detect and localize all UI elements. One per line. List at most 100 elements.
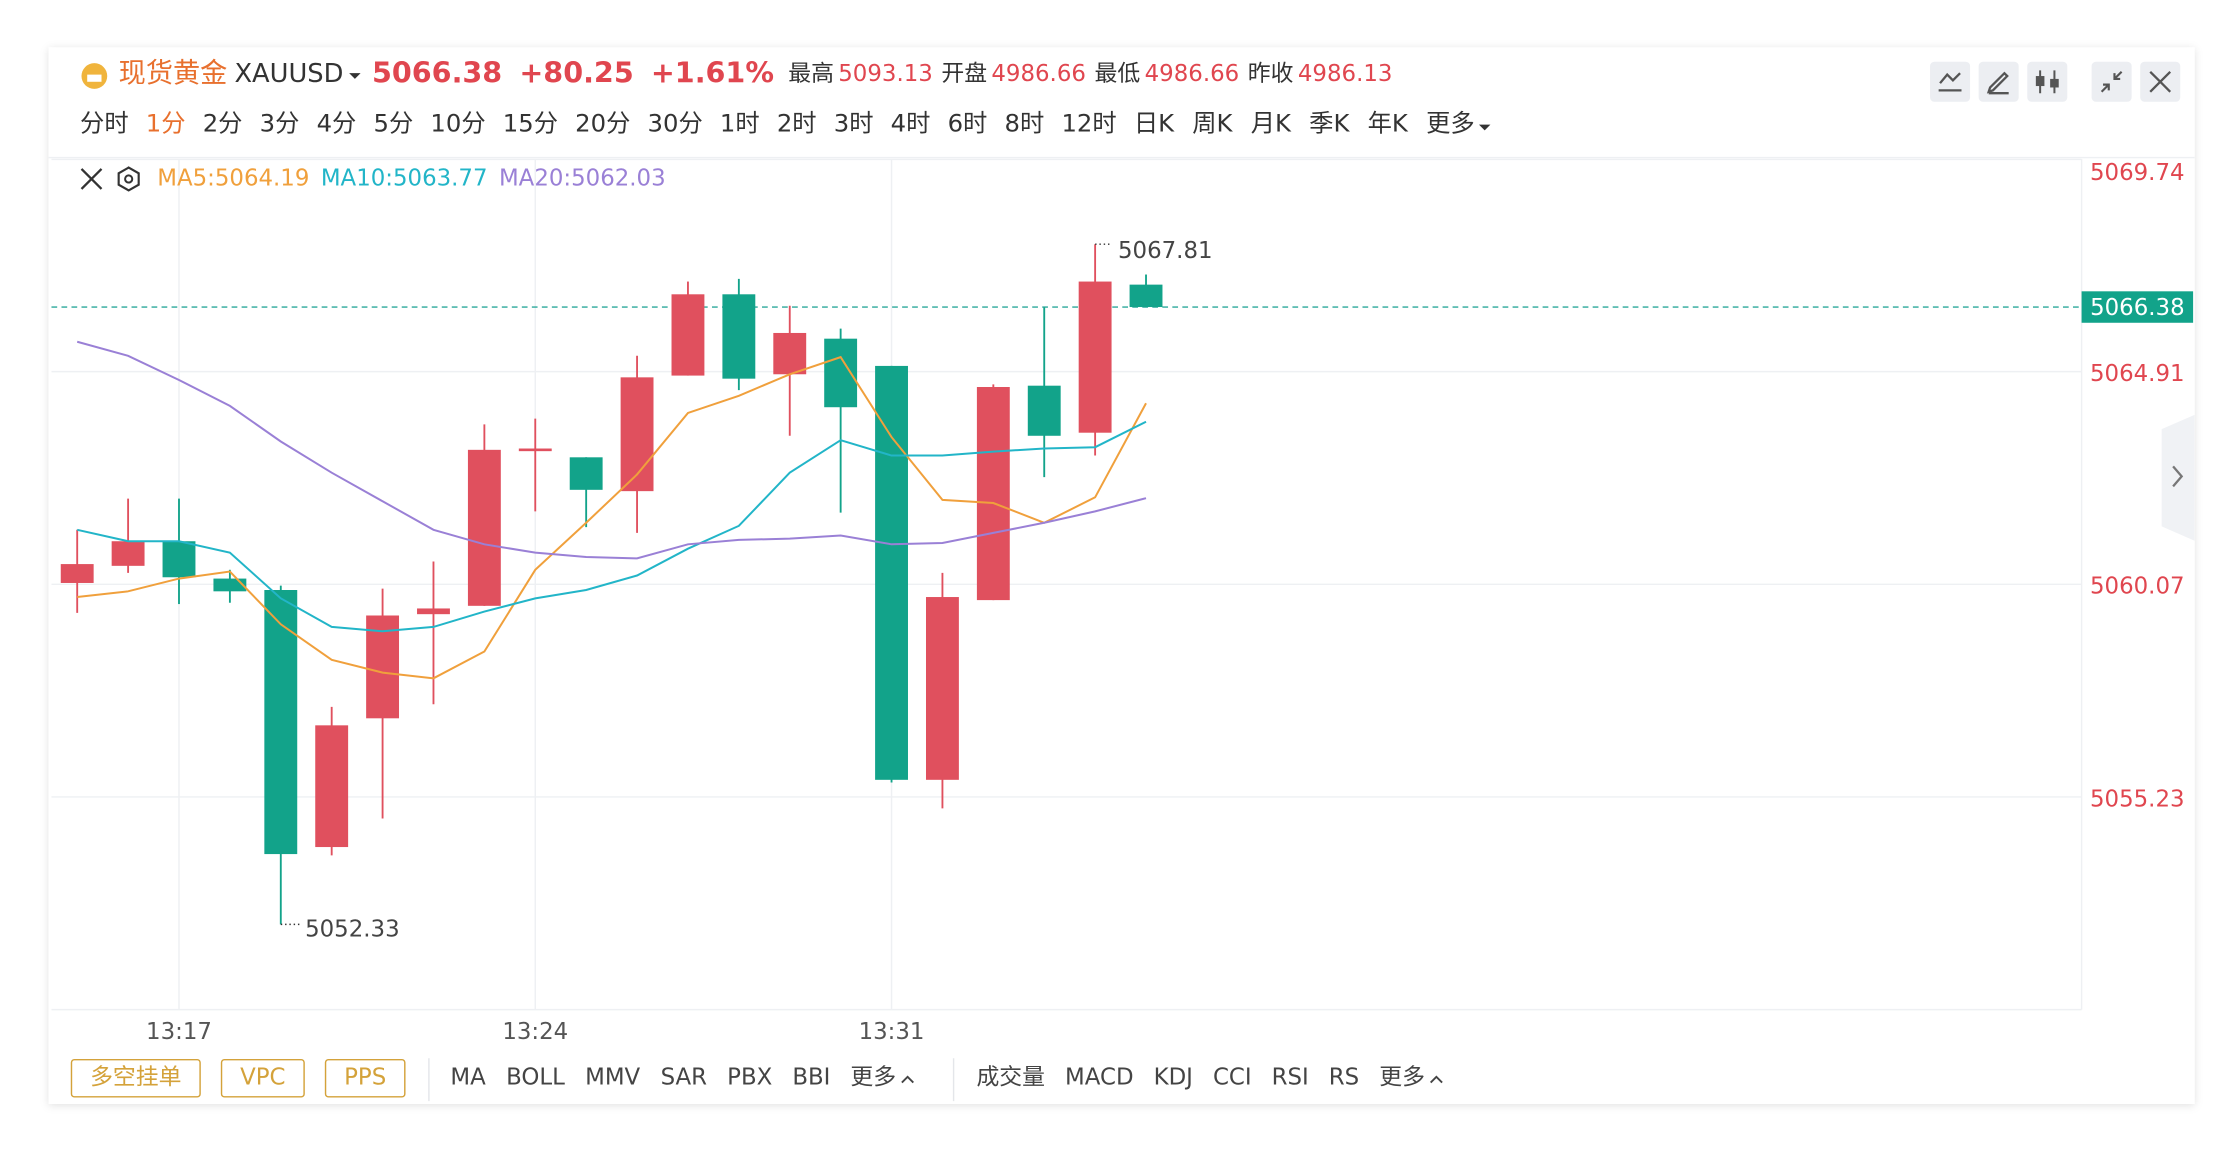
period-tab[interactable]: 15分 <box>503 109 558 138</box>
candle-body <box>824 338 858 408</box>
period-tab[interactable]: 月K <box>1251 109 1292 138</box>
candle-body <box>1078 281 1112 433</box>
period-tab[interactable]: 分时 <box>80 109 129 138</box>
icon-button[interactable] <box>1978 61 2019 102</box>
candle-body <box>366 615 400 719</box>
indicator-tab[interactable]: BBI <box>792 1065 830 1091</box>
candle-body <box>111 541 145 566</box>
legend-entry: MA20:5062.03 <box>499 165 666 191</box>
indicator-button[interactable] <box>70 1058 201 1098</box>
period-tab[interactable]: 3时 <box>834 109 874 138</box>
candle-body <box>1129 284 1163 308</box>
dropdown-caret[interactable] <box>1478 124 1491 131</box>
stat-label: 最低 <box>1094 61 1140 87</box>
indicator-tab[interactable]: PBX <box>727 1065 772 1091</box>
icon <box>1986 71 2009 95</box>
candle-body <box>976 387 1010 601</box>
last-price-tag <box>2081 291 2194 323</box>
period-tab[interactable]: 2时 <box>777 109 817 138</box>
period-tab[interactable]: 4时 <box>891 109 931 138</box>
candle-body <box>315 725 349 848</box>
period-tab[interactable]: 30分 <box>648 109 703 138</box>
candle-body <box>722 294 756 379</box>
candle-body <box>162 541 196 578</box>
indicator-button-label[interactable]: PPS <box>344 1065 386 1091</box>
x-tick-label: 13:17 <box>146 1019 212 1045</box>
stat-label: 开盘 <box>941 61 987 87</box>
stat-value: 4986.66 <box>991 61 1086 87</box>
period-tab[interactable]: 5分 <box>373 109 413 138</box>
indicator-tab[interactable]: CCI <box>1213 1065 1252 1091</box>
indicator-tab[interactable]: MA <box>450 1065 486 1091</box>
candle-body <box>925 597 959 780</box>
ma-line <box>76 340 1147 560</box>
period-tab[interactable]: 季K <box>1309 109 1350 138</box>
indicator-tab[interactable]: SAR <box>661 1065 708 1091</box>
y-tick-label: 5060.07 <box>2090 574 2185 600</box>
x-tick-label: 13:24 <box>502 1019 568 1045</box>
indicator-tab[interactable]: BOLL <box>506 1065 565 1091</box>
legend-entry: MA10:5063.77 <box>321 165 488 191</box>
period-tab[interactable]: 1时 <box>720 109 760 138</box>
period-tab[interactable]: 日K <box>1134 109 1175 138</box>
icon-button[interactable] <box>2091 61 2132 102</box>
icon <box>1938 72 1962 92</box>
candle-body <box>620 377 654 492</box>
candle-body <box>213 578 247 592</box>
caret-up[interactable] <box>901 1075 914 1084</box>
indicator-tab[interactable]: KDJ <box>1154 1065 1193 1091</box>
change: +80.25 <box>519 56 633 90</box>
stat-value: 4986.66 <box>1145 61 1240 87</box>
period-tab[interactable]: 4分 <box>317 109 357 138</box>
indicator-tab[interactable]: 更多 <box>850 1065 896 1091</box>
candle-body <box>875 365 908 780</box>
indicator-button[interactable] <box>220 1058 305 1098</box>
indicator-tab[interactable]: RS <box>1329 1065 1359 1091</box>
y-tick-label: 5069.74 <box>2090 160 2185 186</box>
side-tab[interactable] <box>2161 414 2195 541</box>
indicator-tab[interactable]: MACD <box>1065 1065 1134 1091</box>
caret-up[interactable] <box>1430 1075 1443 1084</box>
indicator-button[interactable] <box>324 1058 406 1098</box>
period-tab[interactable]: 1分 <box>146 109 186 138</box>
indicator-button-label[interactable]: VPC <box>240 1065 285 1091</box>
period-tab[interactable]: 8时 <box>1005 109 1045 138</box>
candle-body <box>467 449 501 606</box>
legend-entry: MA5:5064.19 <box>157 165 309 191</box>
price: 5066.38 <box>372 56 502 90</box>
period-tab[interactable]: 6时 <box>948 109 988 138</box>
settings-icon[interactable] <box>117 166 140 192</box>
period-tab[interactable]: 年K <box>1368 109 1409 138</box>
icon <box>2035 76 2045 87</box>
period-tab[interactable]: 3分 <box>260 109 300 138</box>
period-tab[interactable]: 20分 <box>575 109 630 138</box>
stat-value: 4986.13 <box>1298 61 1393 87</box>
high-annotation: 5067.81 <box>1118 238 1213 264</box>
dropdown-caret[interactable] <box>349 73 361 79</box>
period-tab[interactable]: 12时 <box>1061 109 1116 138</box>
candle-body <box>417 608 450 615</box>
y-tick-label: 5064.91 <box>2090 361 2185 387</box>
indicator-tab[interactable]: MMV <box>585 1065 640 1091</box>
card <box>48 47 2195 1104</box>
last-price-label: 5066.38 <box>2090 295 2185 321</box>
stat-value: 5093.13 <box>838 61 933 87</box>
candle-body <box>60 564 94 583</box>
indicator-tab[interactable]: RSI <box>1272 1065 1309 1091</box>
icon-button[interactable] <box>2027 61 2068 102</box>
icon-button[interactable] <box>1930 61 1971 102</box>
indicator-tab[interactable]: 更多 <box>1379 1065 1425 1091</box>
period-tab[interactable]: 2分 <box>203 109 243 138</box>
indicator-tab[interactable]: 成交量 <box>976 1065 1045 1091</box>
indicator-button-label[interactable]: 多空挂单 <box>90 1065 181 1091</box>
candle-body <box>569 457 603 490</box>
ma-line <box>77 355 1147 680</box>
icon <box>2100 70 2123 93</box>
candle-body <box>773 332 807 375</box>
period-tab[interactable]: 10分 <box>430 109 485 138</box>
period-tab[interactable]: 周K <box>1192 109 1233 138</box>
icon <box>2050 78 2059 88</box>
gold-icon-bar <box>87 74 102 82</box>
close-indicator[interactable] <box>80 168 103 190</box>
period-tab[interactable]: 更多 <box>1426 109 1475 138</box>
